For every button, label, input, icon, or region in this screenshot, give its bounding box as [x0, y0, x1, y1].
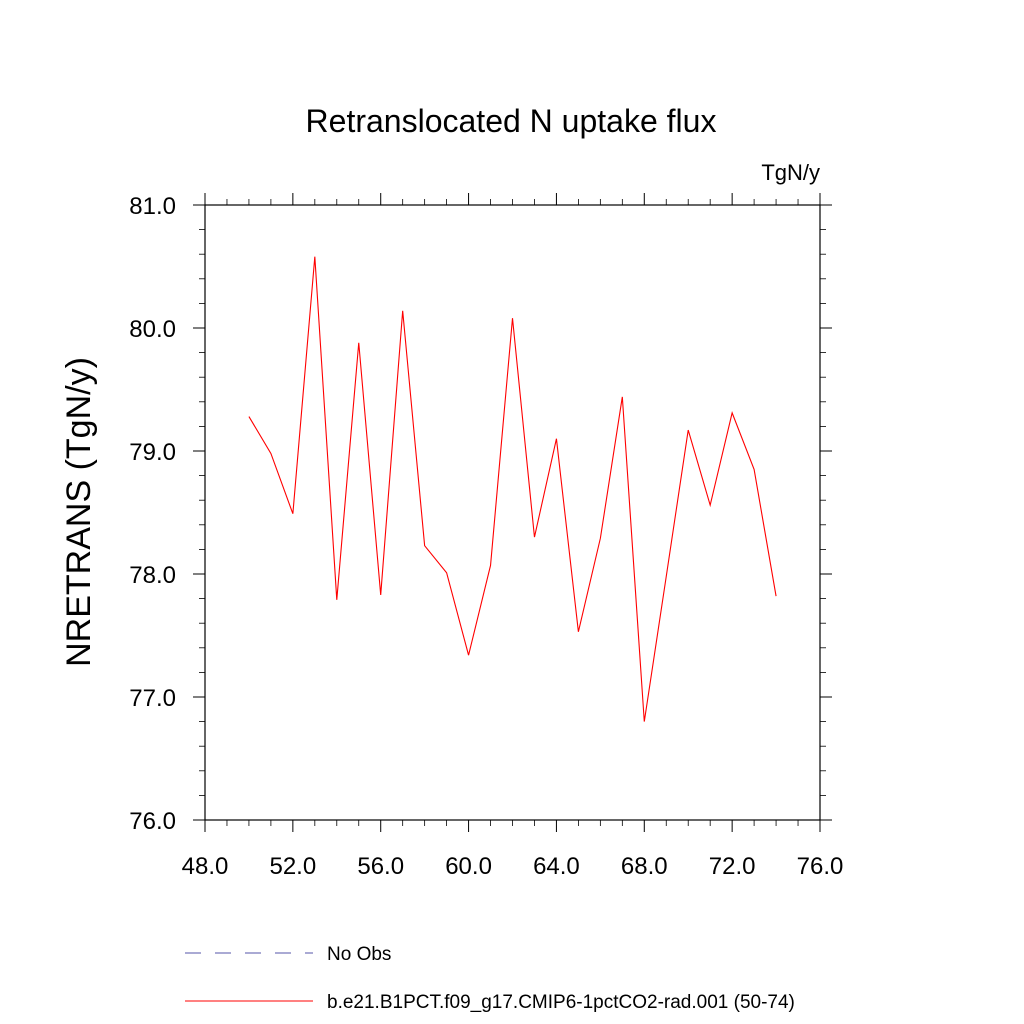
y-tick-label: 76.0 [129, 808, 176, 835]
series-group [248, 256, 777, 722]
y-tick-label: 81.0 [129, 193, 176, 220]
y-tick-labels: 76.0 77.0 78.0 79.0 80.0 81.0 [129, 193, 176, 835]
x-tick-label: 60.0 [445, 853, 492, 880]
x-tick-label: 68.0 [621, 853, 668, 880]
legend: No Obs b.e21.B1PCT.f09_g17.CMIP6-1pctCO2… [185, 944, 795, 1013]
series-line-0 [248, 256, 777, 722]
y-tick-label: 77.0 [129, 685, 176, 712]
axis-ticks [193, 193, 832, 832]
x-tick-label: 72.0 [709, 853, 756, 880]
x-tick-label: 76.0 [797, 853, 844, 880]
x-tick-labels: 48.0 52.0 56.0 60.0 64.0 68.0 72.0 76.0 [182, 853, 844, 880]
x-tick-label: 52.0 [269, 853, 316, 880]
chart-title: Retranslocated N uptake flux [306, 103, 717, 139]
x-tick-label: 64.0 [533, 853, 580, 880]
x-tick-label: 48.0 [182, 853, 229, 880]
y-tick-label: 79.0 [129, 439, 176, 466]
plot-frame [204, 204, 821, 821]
legend-label-no-obs: No Obs [327, 944, 391, 965]
x-tick-label: 56.0 [357, 853, 404, 880]
y-tick-label: 78.0 [129, 562, 176, 589]
y-axis-label: NRETRANS (TgN/y) [60, 357, 98, 667]
y-tick-label: 80.0 [129, 316, 176, 343]
units-label: TgN/y [761, 160, 820, 185]
legend-label-model: b.e21.B1PCT.f09_g17.CMIP6-1pctCO2-rad.00… [327, 992, 795, 1013]
